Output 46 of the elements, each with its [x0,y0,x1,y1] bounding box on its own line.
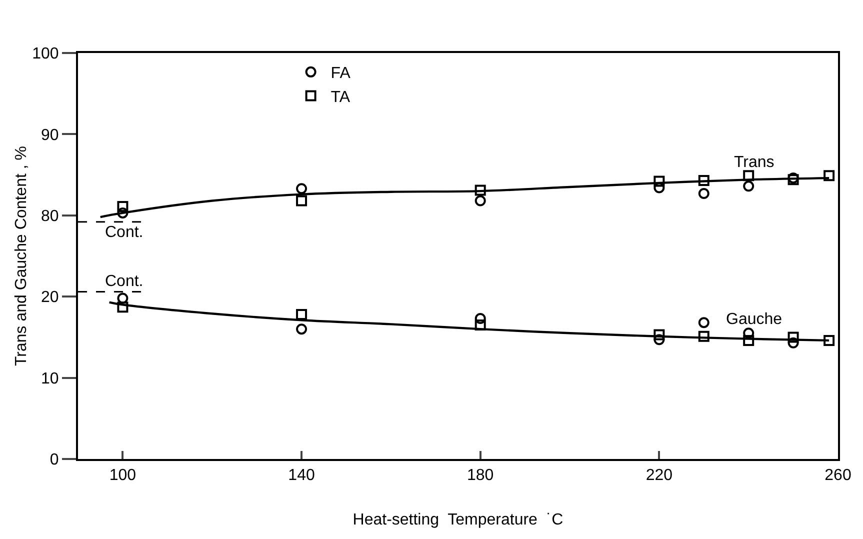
y-tick-label: 20 [41,289,59,306]
point [743,328,754,339]
point [824,170,835,182]
point [654,176,665,187]
annotation: Gauche [726,311,782,328]
point [654,329,665,340]
point [788,332,799,343]
point [743,170,754,182]
point [474,320,486,331]
point [743,180,754,192]
point [296,308,308,320]
point [698,330,710,342]
x-tick-label: 180 [467,467,494,484]
y-tick-label: 80 [41,208,59,225]
point [296,183,308,194]
y-tick-label: 10 [41,370,59,388]
point [117,207,128,218]
annotation: Trans [734,154,774,171]
x-tick-label: 220 [646,467,673,484]
y-tick-label: 100 [32,46,59,63]
point [117,302,128,313]
point [296,195,308,206]
point [698,174,710,186]
point [474,184,486,196]
x-tick-label: 140 [288,467,315,484]
point [824,334,835,346]
legend-label: FA [330,65,351,82]
point [654,182,665,194]
point [698,317,710,328]
legend-label: TA [330,88,350,106]
point [117,200,128,212]
point [788,337,799,348]
point [117,292,128,304]
ref-line-label: Cont. [105,273,144,290]
x-tick-label: 100 [109,467,136,484]
point [743,334,754,346]
x-tick-label: 260 [824,467,852,484]
y-tick-label: 90 [41,126,59,144]
point [296,324,308,335]
point [474,195,486,206]
y-axis-title: Trans and Gauche Content , % [13,146,30,366]
point [698,188,710,199]
y-tick-label: 0 [50,452,59,469]
x-axis-title: Heat-setting Temperature ˙C [352,511,564,528]
point [474,313,486,324]
ref-line-label: Cont. [105,224,144,241]
